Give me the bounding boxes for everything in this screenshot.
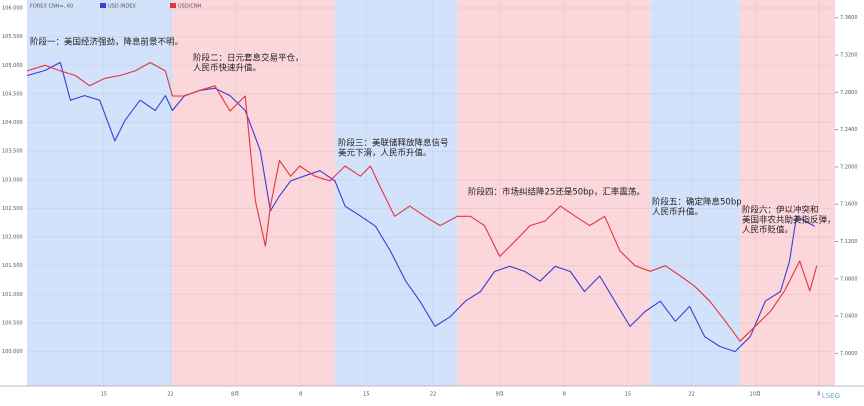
y-tick-label: 103.500: [2, 149, 23, 155]
series-line: [26, 61, 818, 342]
x-tick-label: 8月: [231, 392, 239, 398]
y-tick-label: 102.500: [2, 206, 23, 212]
phase-annotation: 阶段四：市场纠结降25还是50bp，汇率震荡。: [468, 187, 645, 198]
watermark: LSEG: [822, 392, 840, 400]
legend-swatch: [170, 3, 176, 8]
y2-tick-label: 7.3600: [840, 15, 858, 21]
phase-annotation: 阶段一：美国经济强劲，降息前景不明。: [30, 37, 183, 48]
phase-band: [172, 0, 336, 386]
y-tick-label: 106.000: [2, 6, 23, 12]
grid-layer: [27, 0, 835, 386]
x-tick-label: 22: [688, 392, 694, 398]
x-tick-label: 15: [101, 392, 107, 398]
y-tick-label: 103.000: [2, 177, 23, 183]
y-tick-label: 101.000: [2, 292, 23, 298]
phase-annotation: 阶段六：伊以冲突和: [742, 205, 819, 216]
right-axis-panel: [835, 0, 864, 386]
x-tick-label: 8: [563, 392, 566, 398]
phase-annotation: 阶段二：日元套息交易平仓，: [193, 53, 304, 64]
phase-band: [27, 0, 173, 386]
x-tick-label: 15: [625, 392, 631, 398]
x-tick-label: 9月: [496, 392, 504, 398]
phase-band: [740, 0, 835, 386]
y-tick-label: 104.500: [2, 91, 23, 97]
y-tick-label: 100.500: [2, 321, 23, 327]
phase-band: [457, 0, 651, 386]
x-tick-label: 22: [167, 392, 173, 398]
x-tick-label: 8: [299, 392, 302, 398]
legend-swatch: [100, 3, 106, 8]
y2-tick-label: 7.0800: [840, 276, 858, 282]
y2-tick-label: 7.2400: [840, 127, 858, 133]
phase-annotation: 阶段五：确定降息50bp: [652, 197, 742, 208]
y-tick-label: 102.000: [2, 235, 23, 241]
y2-tick-label: 7.2800: [840, 90, 858, 96]
left-axis-panel: [0, 0, 27, 386]
y2-tick-label: 7.2000: [840, 164, 858, 170]
y2-tick-label: 7.1200: [840, 239, 858, 245]
phase-band: [650, 0, 741, 386]
line-layer: [26, 61, 818, 353]
y-tick-label: 101.500: [2, 263, 23, 269]
y-tick-label: 100.000: [2, 349, 23, 355]
x-tick-label: 22: [430, 392, 436, 398]
y2-tick-label: 7.3200: [840, 53, 858, 59]
phase-annotation: 人民币贬值。: [742, 225, 793, 236]
legend-label: USD/CNH: [178, 4, 202, 10]
y2-tick-label: 7.0400: [840, 314, 858, 320]
y2-tick-label: 7.0000: [840, 351, 858, 357]
series-line: [26, 61, 816, 353]
phase-annotation: 阶段三：美联储释放降息信号: [338, 138, 449, 149]
phase-annotation: 美国非农共助美指反弹，: [742, 215, 836, 226]
y-tick-label: 105.000: [2, 63, 23, 69]
phase-annotation: 人民币升值。: [652, 207, 703, 218]
x-tick-label: 8: [817, 392, 820, 398]
legend-label: USD INDEX: [108, 4, 136, 10]
phase-layer: [27, 0, 835, 386]
phase-band: [335, 0, 458, 386]
x-tick-label: 10月: [750, 392, 761, 398]
y-tick-label: 104.000: [2, 120, 23, 126]
chart-title: FOREX CNH=, 60: [30, 4, 73, 10]
y2-tick-label: 7.1600: [840, 202, 858, 208]
phase-annotation: 人民币快速升值。: [193, 63, 261, 74]
y-tick-label: 105.500: [2, 34, 23, 40]
phase-annotation: 美元下滑，人民币升值。: [338, 148, 432, 159]
x-tick-label: 15: [363, 392, 369, 398]
